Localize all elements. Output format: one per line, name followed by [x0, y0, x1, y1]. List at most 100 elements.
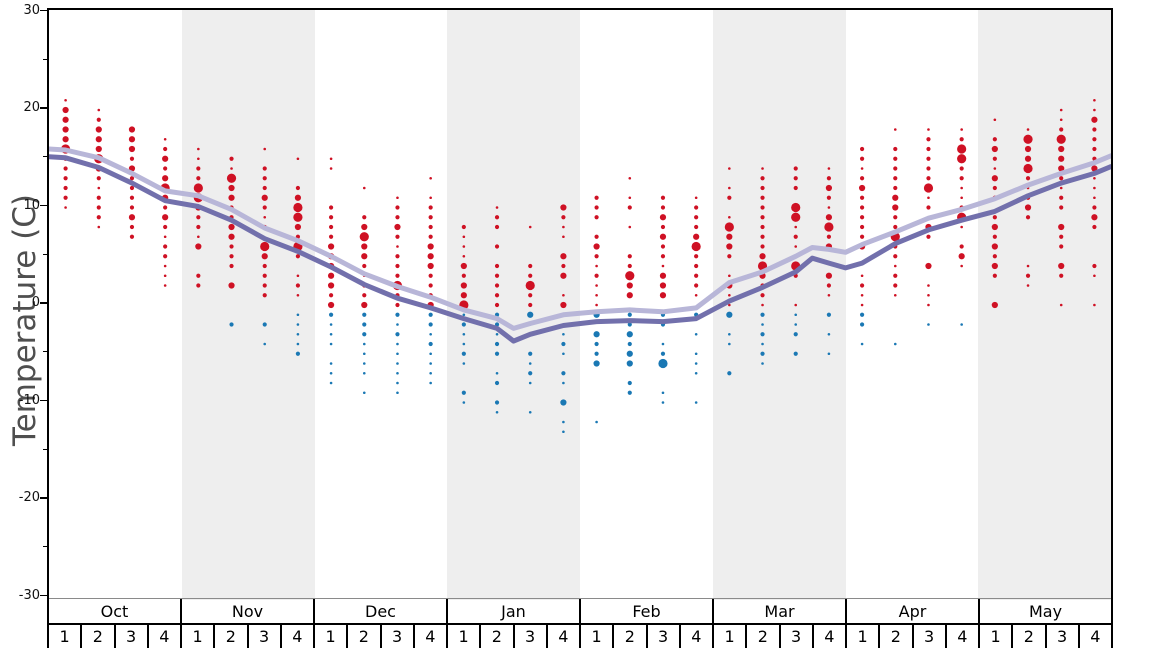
- cold-temp-dot: [560, 399, 567, 406]
- month-band-nov: [181, 10, 315, 600]
- warm-temp-dot: [328, 215, 334, 220]
- y-tick-mark: [43, 351, 47, 353]
- warm-temp-dot: [992, 185, 997, 191]
- cold-temp-dot: [362, 312, 367, 317]
- warm-temp-dot: [859, 156, 865, 161]
- cold-temp-dot: [428, 341, 433, 347]
- cold-temp-dot: [396, 391, 399, 395]
- cold-temp-dot: [229, 322, 234, 327]
- warm-temp-dot: [62, 136, 69, 143]
- week-cell-mar-2: 2: [747, 625, 781, 648]
- warm-temp-dot: [760, 224, 765, 230]
- cold-temp-dot: [461, 351, 466, 356]
- warm-temp-dot: [196, 166, 201, 171]
- cold-temp-dot: [462, 362, 466, 365]
- warm-temp-dot: [429, 196, 432, 200]
- warm-temp-dot: [428, 283, 433, 288]
- cold-temp-dot: [860, 342, 864, 346]
- cold-temp-dot: [594, 351, 599, 356]
- y-tick-label: 20: [23, 100, 40, 115]
- cold-temp-dot: [527, 311, 534, 318]
- warm-temp-dot: [694, 224, 699, 230]
- warm-temp-dot: [262, 273, 267, 278]
- warm-temp-dot: [560, 301, 567, 309]
- cold-temp-dot: [593, 360, 600, 367]
- warm-temp-dot: [594, 205, 599, 210]
- cold-temp-dot: [429, 332, 432, 336]
- warm-temp-dot: [1092, 137, 1097, 142]
- warm-temp-dot: [726, 243, 733, 250]
- warm-temp-dot: [927, 128, 930, 131]
- cold-temp-dot: [827, 352, 831, 356]
- warm-temp-dot: [727, 254, 732, 259]
- warm-temp-dot: [959, 244, 964, 249]
- warm-temp-dot: [860, 167, 864, 170]
- cold-temp-dot: [626, 331, 633, 338]
- warm-temp-dot: [1056, 134, 1066, 144]
- warm-temp-dot: [262, 263, 267, 269]
- warm-temp-dot: [196, 215, 201, 220]
- warm-temp-dot: [893, 156, 898, 161]
- warm-temp-dot: [528, 263, 533, 269]
- warm-temp-dot: [329, 157, 333, 161]
- warm-temp-dot: [62, 106, 69, 114]
- warm-temp-dot: [560, 253, 567, 260]
- warm-temp-dot: [957, 144, 967, 154]
- warm-temp-dot: [263, 147, 267, 151]
- warm-temp-dot: [494, 273, 500, 278]
- warm-temp-dot: [327, 272, 335, 279]
- warm-temp-dot: [927, 293, 930, 297]
- warm-temp-dot: [129, 234, 135, 239]
- warm-temp-dot: [395, 302, 400, 308]
- warm-temp-dot: [1058, 262, 1065, 270]
- warm-temp-dot: [1093, 176, 1096, 180]
- warm-temp-dot: [228, 184, 235, 192]
- warm-temp-dot: [791, 212, 801, 222]
- warm-temp-dot: [794, 303, 798, 307]
- warm-temp-dot: [859, 205, 865, 210]
- warm-temp-dot: [129, 224, 135, 230]
- warm-temp-dot: [228, 282, 235, 289]
- warm-temp-dot: [395, 205, 400, 210]
- warm-temp-dot: [262, 176, 267, 181]
- cold-temp-dot: [362, 371, 366, 375]
- warm-temp-dot: [759, 253, 766, 260]
- warm-temp-dot: [396, 245, 399, 248]
- warm-temp-dot: [760, 185, 765, 191]
- cold-temp-dot: [761, 342, 764, 346]
- y-tick-mark: [43, 58, 47, 60]
- warm-temp-dot: [163, 137, 167, 141]
- week-cell-feb-1: 1: [581, 625, 615, 648]
- warm-temp-dot: [625, 271, 635, 281]
- warm-temp-dot: [893, 264, 897, 268]
- warm-temp-dot: [361, 243, 368, 250]
- warm-temp-dot: [561, 215, 566, 220]
- warm-temp-dot: [95, 136, 102, 143]
- warm-temp-dot: [1023, 163, 1033, 174]
- warm-temp-dot: [794, 245, 798, 248]
- warm-temp-dot: [96, 215, 101, 220]
- warm-temp-dot: [659, 272, 667, 279]
- cold-temp-dot: [893, 342, 897, 346]
- week-cell-dec-1: 1: [315, 625, 349, 648]
- warm-temp-dot: [262, 185, 267, 191]
- warm-temp-dot: [97, 186, 101, 190]
- warm-temp-dot: [993, 118, 997, 122]
- warm-temp-dot: [64, 206, 67, 209]
- warm-temp-dot: [728, 186, 731, 190]
- warm-temp-dot: [691, 241, 701, 252]
- warm-temp-dot: [960, 196, 963, 200]
- warm-temp-dot: [361, 223, 368, 231]
- cold-temp-dot: [396, 381, 399, 385]
- y-tick-mark: [43, 448, 47, 450]
- warm-temp-dot: [859, 224, 865, 230]
- warm-temp-dot: [427, 262, 434, 270]
- cold-temp-dot: [793, 332, 798, 337]
- cold-temp-dot: [263, 342, 267, 346]
- warm-temp-dot: [429, 176, 432, 180]
- cold-temp-dot: [627, 390, 632, 395]
- warm-temp-dot: [626, 282, 633, 289]
- warm-temp-dot: [960, 186, 963, 190]
- warm-temp-dot: [593, 243, 600, 250]
